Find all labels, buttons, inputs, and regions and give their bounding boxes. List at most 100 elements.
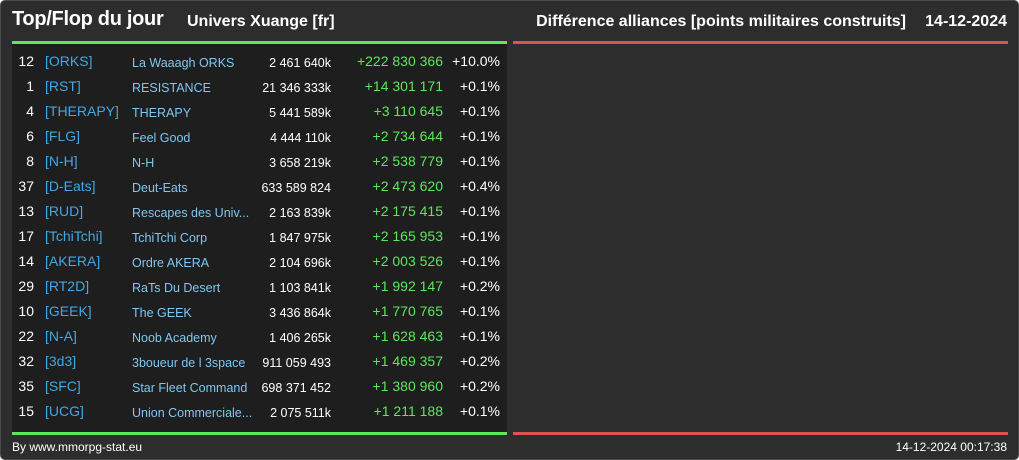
source-credit: By www.mmorpg-stat.eu [12, 440, 143, 454]
alliance-rank: 14 [18, 253, 34, 269]
alliance-points: 2 075 511k [270, 406, 331, 420]
points-difference: +2 473 620 [372, 178, 443, 194]
alliance-name-link[interactable]: THERAPY [132, 106, 192, 120]
alliance-points: 633 589 824 [261, 181, 331, 195]
points-difference: +2 003 526 [372, 253, 443, 269]
percent-change: +0.1% [459, 303, 500, 319]
flop-accent-bar-bottom [513, 432, 1008, 435]
alliance-rank: 8 [26, 153, 34, 169]
alliance-tag-link[interactable]: [D-Eats] [45, 178, 96, 194]
table-row: 37 [D-Eats] Deut-Eats 633 589 824 +2 473 620… [12, 174, 507, 199]
percent-change: +0.2% [459, 353, 500, 369]
alliance-rank: 15 [18, 403, 34, 419]
alliance-tag-link[interactable]: [THERAPY] [45, 103, 119, 119]
alliance-tag-link[interactable]: [ORKS] [45, 53, 93, 69]
flop-panel [513, 44, 1008, 432]
alliance-name-link[interactable]: RaTs Du Desert [132, 281, 221, 295]
alliance-tag-link[interactable]: [3d3] [45, 353, 77, 369]
alliance-points: 5 441 589k [269, 106, 331, 120]
alliance-name-link[interactable]: Rescapes des Univ... [132, 206, 250, 220]
percent-change: +0.1% [459, 153, 500, 169]
table-row: 29 [RT2D] RaTs Du Desert 1 103 841k +1 992 1… [12, 274, 507, 299]
table-row: 35 [SFC] Star Fleet Command 698 371 452 +1 3… [12, 374, 507, 399]
percent-change: +0.1% [459, 403, 500, 419]
alliance-tag-link[interactable]: [RT2D] [45, 278, 90, 294]
percent-change: +0.1% [459, 253, 500, 269]
percent-change: +0.4% [459, 178, 500, 194]
alliance-points: 2 163 839k [269, 206, 331, 220]
percent-change: +0.1% [459, 128, 500, 144]
points-difference: +2 734 644 [372, 128, 443, 144]
alliance-rank: 37 [18, 178, 34, 194]
ranking-date: 14-12-2024 [925, 13, 1007, 30]
table-row: 32 [3d3] 3boueur de l 3space 911 059 493 +1 … [12, 349, 507, 374]
points-difference: +1 770 765 [372, 303, 443, 319]
points-difference: +1 992 147 [372, 278, 443, 294]
alliance-name-link[interactable]: The GEEK [132, 306, 192, 320]
alliance-tag-link[interactable]: [N-H] [45, 153, 78, 169]
universe-label: Univers Xuange [fr] [187, 13, 335, 30]
table-row: 17 [TchiTchi] TchiTchi Corp 1 847 975k +2 16… [12, 224, 507, 249]
alliance-points: 4 444 110k [270, 131, 331, 145]
alliance-points: 2 461 640k [269, 56, 331, 70]
ranking-subtitle: Différence alliances [points militaires … [536, 13, 906, 30]
points-difference: +2 175 415 [372, 203, 443, 219]
table-row: 22 [N-A] Noob Academy 1 406 265k +1 628 463 +… [12, 324, 507, 349]
top-alliance-list: 12 [ORKS] La Waaagh ORKS 2 461 640k +222 830… [12, 49, 507, 424]
alliance-points: 21 346 333k [262, 81, 331, 95]
alliance-name-link[interactable]: Deut-Eats [132, 181, 188, 195]
alliance-tag-link[interactable]: [FLG] [45, 128, 81, 144]
table-row: 12 [ORKS] La Waaagh ORKS 2 461 640k +222 830… [12, 49, 507, 74]
points-difference: +3 110 645 [373, 103, 443, 119]
table-row: 14 [AKERA] Ordre AKERA 2 104 696k +2 003 526… [12, 249, 507, 274]
points-difference: +1 628 463 [372, 328, 443, 344]
alliance-tag-link[interactable]: [TchiTchi] [45, 228, 103, 244]
points-difference: +1 380 960 [372, 378, 443, 394]
alliance-name-link[interactable]: Ordre AKERA [132, 256, 210, 270]
points-difference: +2 165 953 [372, 228, 443, 244]
percent-change: +0.1% [459, 78, 500, 94]
alliance-points: 2 104 696k [269, 256, 331, 270]
alliance-tag-link[interactable]: [N-A] [45, 328, 77, 344]
alliance-rank: 4 [26, 103, 34, 119]
alliance-tag-link[interactable]: [GEEK] [45, 303, 92, 319]
alliance-rank: 6 [26, 128, 34, 144]
alliance-rank: 17 [18, 228, 34, 244]
alliance-tag-link[interactable]: [SFC] [45, 378, 81, 394]
points-difference: +1 211 188 [373, 403, 443, 419]
flop-accent-bar [513, 41, 1008, 44]
alliance-name-link[interactable]: La Waaagh ORKS [132, 56, 235, 70]
alliance-name-link[interactable]: Union Commerciale... [132, 406, 253, 420]
table-row: 15 [UCG] Union Commerciale... 2 075 511k +1 … [12, 399, 507, 424]
points-difference: +1 469 357 [372, 353, 443, 369]
alliance-name-link[interactable]: Noob Academy [132, 331, 217, 345]
alliance-tag-link[interactable]: [RST] [45, 78, 81, 94]
alliance-rank: 29 [18, 278, 34, 294]
page-title: Top/Flop du jour [12, 8, 164, 30]
alliance-tag-link[interactable]: [RUD] [45, 203, 84, 219]
table-row: 1 [RST] RESISTANCE 21 346 333k +14 301 171 +0… [12, 74, 507, 99]
alliance-name-link[interactable]: TchiTchi Corp [132, 231, 208, 245]
alliance-name-link[interactable]: Star Fleet Command [132, 381, 248, 395]
header: Top/Flop du jour Univers Xuange [fr] Dif… [1, 1, 1018, 41]
alliance-name-link[interactable]: RESISTANCE [132, 81, 211, 95]
table-row: 10 [GEEK] The GEEK 3 436 864k +1 770 765 +0.1… [12, 299, 507, 324]
alliance-rank: 32 [18, 353, 34, 369]
alliance-points: 698 371 452 [261, 381, 331, 395]
points-difference: +222 830 366 [356, 53, 443, 69]
alliance-name-link[interactable]: N-H [132, 156, 155, 170]
percent-change: +0.1% [459, 328, 500, 344]
percent-change: +0.2% [459, 278, 500, 294]
alliance-tag-link[interactable]: [AKERA] [45, 253, 101, 269]
alliance-name-link[interactable]: Feel Good [132, 131, 191, 145]
alliance-tag-link[interactable]: [UCG] [45, 403, 84, 419]
alliance-rank: 12 [18, 53, 34, 69]
alliance-points: 911 059 493 [262, 356, 331, 370]
percent-change: +10.0% [452, 53, 500, 69]
percent-change: +0.2% [459, 378, 500, 394]
percent-change: +0.1% [459, 228, 500, 244]
alliance-name-link[interactable]: 3boueur de l 3space [132, 356, 246, 370]
table-row: 6 [FLG] Feel Good 4 444 110k +2 734 644 +0.1% [12, 124, 507, 149]
top-accent-bar [12, 41, 507, 44]
alliance-points: 3 658 219k [269, 156, 331, 170]
